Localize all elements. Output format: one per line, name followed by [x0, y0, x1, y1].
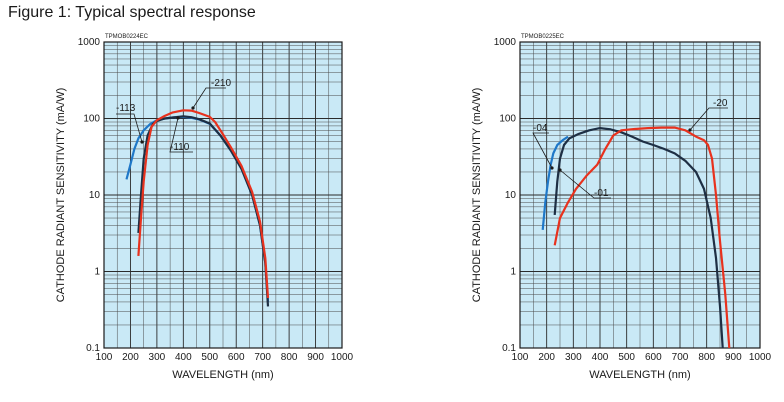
annotation-leader [559, 169, 611, 199]
x-tick-label: 600 [228, 352, 245, 363]
chart-code-label: TPMOB0224EC [105, 34, 149, 40]
x-tick-label: 100 [512, 352, 529, 363]
y-tick-label: 100 [83, 114, 100, 125]
annotation-label: -113 [116, 103, 136, 114]
y-axis-title: CATHODE RADIANT SENSITIVITY (mA/W) [55, 88, 67, 303]
annotation-arrowhead [558, 168, 562, 172]
x-tick-label: 200 [122, 352, 139, 363]
x-tick-label: 100 [96, 352, 113, 363]
y-tick-label: 1000 [78, 37, 101, 48]
x-tick-label: 500 [201, 352, 218, 363]
annotation-leader [689, 107, 728, 131]
annotation-label: -110 [170, 142, 190, 153]
y-tick-label: 10 [505, 190, 517, 201]
annotation-leader [532, 132, 553, 169]
series-line-210 [137, 109, 270, 299]
x-tick-label: 1000 [331, 352, 354, 363]
x-tick-label: 900 [307, 352, 324, 363]
x-tick-label: 500 [618, 352, 635, 363]
annotation-label: -210 [211, 78, 231, 89]
series-line-20 [553, 126, 731, 348]
x-tick-label: 600 [645, 352, 662, 363]
figure-title: Figure 1: Typical spectral response [8, 4, 256, 21]
x-tick-label: 900 [725, 352, 742, 363]
plot-frame [103, 41, 343, 349]
series-line-04 [541, 135, 569, 231]
annotation-arrowhead [140, 140, 144, 144]
x-tick-label: 400 [592, 352, 609, 363]
annotation-leader [116, 113, 143, 143]
annotation-leader [192, 87, 226, 109]
annotation-arrowhead [191, 106, 195, 110]
x-axis-title: WAVELENGTH (nm) [172, 369, 273, 381]
annotation-arrowhead [176, 116, 180, 120]
x-tick-label: 200 [538, 352, 555, 363]
y-tick-label: 0.1 [86, 343, 100, 354]
y-tick-label: 10 [89, 190, 101, 201]
series-line-01 [553, 127, 724, 348]
y-tick-label: 0.1 [502, 343, 516, 354]
y-tick-label: 1000 [494, 37, 517, 48]
x-tick-label: 1000 [749, 352, 772, 363]
chart-code-label: TPMOB0225EC [521, 34, 565, 40]
x-tick-label: 800 [698, 352, 715, 363]
x-tick-label: 300 [149, 352, 166, 363]
annotation-leader [169, 117, 193, 153]
x-tick-label: 800 [281, 352, 298, 363]
x-tick-label: 300 [565, 352, 582, 363]
y-axis-title: CATHODE RADIANT SENSITIVITY (mA/W) [471, 88, 483, 303]
y-tick-label: 100 [499, 114, 516, 125]
y-tick-label: 1 [510, 267, 516, 278]
annotation-arrowhead [550, 166, 554, 170]
annotation-arrowhead [688, 128, 692, 132]
y-tick-label: 1 [94, 267, 100, 278]
x-axis-title: WAVELENGTH (nm) [589, 369, 690, 381]
x-tick-label: 700 [254, 352, 271, 363]
annotation-label: -04 [533, 123, 548, 134]
annotation-label: -01 [594, 188, 609, 199]
annotation-label: -20 [713, 98, 728, 109]
x-tick-label: 700 [672, 352, 689, 363]
x-tick-label: 400 [175, 352, 192, 363]
plot-frame [519, 41, 761, 349]
